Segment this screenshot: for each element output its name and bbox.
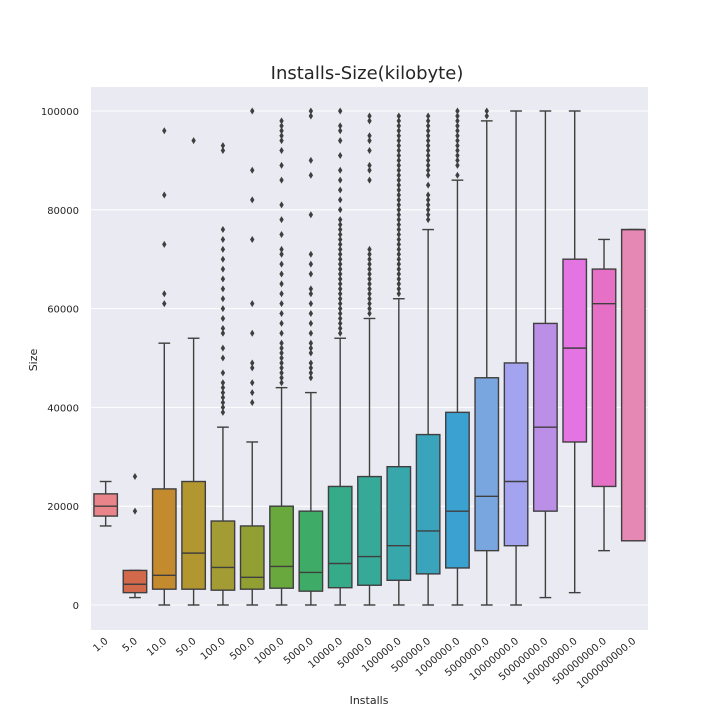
y-tick-label: 60000 bbox=[47, 305, 79, 316]
box-iqr bbox=[475, 378, 498, 551]
box-iqr bbox=[328, 486, 351, 587]
y-axis-ticks: 0 20000 40000 60000 80000 100000 bbox=[41, 107, 79, 612]
box-iqr bbox=[299, 511, 322, 591]
x-tick-label: 10.0 bbox=[145, 636, 169, 659]
box-iqr bbox=[211, 521, 234, 590]
box-iqr bbox=[534, 323, 557, 511]
y-tick-label: 20000 bbox=[47, 502, 79, 513]
x-axis-ticks: 1.0 5.0 10.0 50.0 100.0 500.01000.05000.01000… bbox=[91, 636, 638, 691]
y-axis-label: Size bbox=[27, 348, 40, 371]
box-1000000000.0 bbox=[622, 230, 645, 541]
box-iqr bbox=[182, 482, 205, 590]
box-iqr bbox=[416, 435, 439, 574]
box-iqr bbox=[358, 477, 381, 586]
chart-title: Installs-Size(kilobyte) bbox=[271, 63, 464, 84]
box-iqr bbox=[563, 259, 586, 442]
x-tick-label: 50.0 bbox=[174, 636, 198, 659]
box-iqr bbox=[446, 412, 469, 568]
x-tick-label: 1000.0 bbox=[253, 636, 287, 667]
x-tick-label: 100.0 bbox=[199, 636, 228, 663]
box-iqr bbox=[504, 363, 527, 546]
box-iqr bbox=[622, 230, 645, 541]
y-tick-label: 100000 bbox=[41, 107, 79, 118]
x-axis-label: Installs bbox=[350, 694, 389, 707]
box-iqr bbox=[592, 269, 615, 486]
y-tick-label: 40000 bbox=[47, 403, 79, 414]
y-tick-label: 0 bbox=[73, 601, 79, 612]
box-iqr bbox=[387, 467, 410, 581]
box-iqr bbox=[241, 526, 264, 589]
box-iqr bbox=[153, 489, 176, 589]
x-tick-label: 1.0 bbox=[91, 636, 110, 655]
box-iqr bbox=[270, 506, 293, 588]
box-iqr bbox=[94, 494, 117, 516]
y-tick-label: 80000 bbox=[47, 206, 79, 217]
box-iqr bbox=[123, 570, 146, 592]
x-tick-label: 5.0 bbox=[121, 636, 140, 655]
